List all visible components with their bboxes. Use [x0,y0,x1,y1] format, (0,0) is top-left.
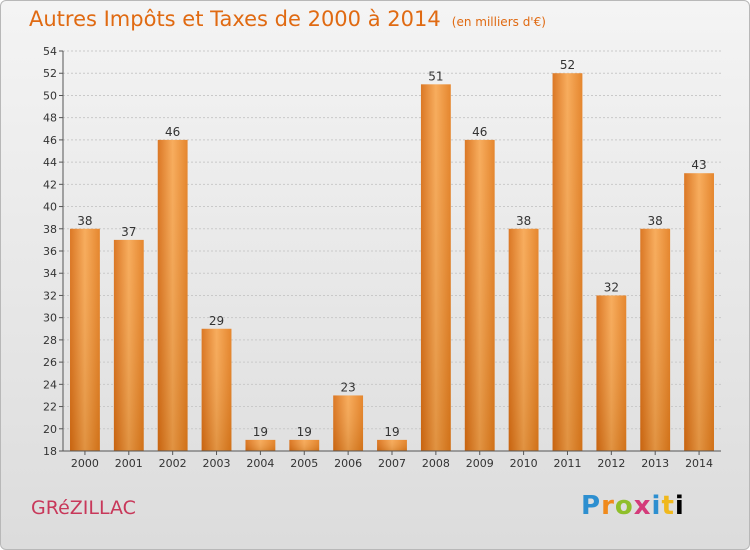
bar-value-label-2003: 29 [209,314,224,328]
bar-value-label-2002: 46 [165,125,180,139]
x-tick-label-2006: 2006 [334,457,362,470]
y-tick-label-30: 30 [43,312,57,325]
bar-value-label-2014: 43 [691,158,706,172]
x-tick-label-2011: 2011 [553,457,581,470]
y-tick-label-34: 34 [43,267,57,280]
bar-value-label-2009: 46 [472,125,487,139]
bar-shade-2001 [113,239,144,451]
x-tick-label-2010: 2010 [510,457,538,470]
bar-value-label-2005: 19 [297,425,312,439]
x-tick-label-2009: 2009 [466,457,494,470]
bar-shade-2013 [640,228,671,451]
x-tick-label-2004: 2004 [246,457,274,470]
bar-shade-2002 [157,139,188,451]
y-tick-label-28: 28 [43,334,57,347]
y-tick-label-52: 52 [43,67,57,80]
bar-shade-2011 [552,73,583,451]
x-tick-label-2000: 2000 [71,457,99,470]
x-tick-label-2005: 2005 [290,457,318,470]
x-tick-label-2001: 2001 [115,457,143,470]
bar-value-label-2004: 19 [253,425,268,439]
bar-value-label-2011: 52 [560,58,575,72]
y-tick-label-42: 42 [43,178,57,191]
y-tick-label-18: 18 [43,445,57,458]
bar-shade-2008 [420,84,451,451]
bar-shade-2004 [245,439,276,451]
bar-shade-2009 [464,139,495,451]
commune-name: GRéZILLAC [31,497,136,519]
bar-shade-2010 [508,228,539,451]
y-tick-label-48: 48 [43,112,57,125]
y-axis-ticks: 18 20 22 24 26 28 30 32 34 36 38 40 42 44 46 48 50 52 54 [43,45,63,458]
y-tick-label-38: 38 [43,223,57,236]
y-tick-label-54: 54 [43,45,57,58]
bar-shade-2005 [289,439,320,451]
y-tick-label-36: 36 [43,245,57,258]
x-tick-label-2007: 2007 [378,457,406,470]
bar-value-label-2008: 51 [428,69,443,83]
bars-group: 38 37 46 29 19 19 23 19 51 46 38 52 32 38 43 [70,58,714,451]
bar-value-label-2001: 37 [121,225,136,239]
bar-value-label-2000: 38 [77,214,92,228]
chart-title: Autres Impôts et Taxes de 2000 à 2014 (e… [29,7,546,31]
y-tick-label-26: 26 [43,356,57,369]
x-axis-ticks: 2000 2001 2002 2003 2004 2005 2006 2007 2008 2009… [71,451,713,470]
y-tick-label-44: 44 [43,156,57,169]
bar-shade-2006 [333,395,364,451]
x-tick-label-2012: 2012 [597,457,625,470]
y-tick-label-20: 20 [43,423,57,436]
bar-shade-2007 [377,439,407,451]
chart-title-main: Autres Impôts et Taxes de 2000 à 2014 [29,7,441,31]
y-tick-label-46: 46 [43,134,57,147]
x-tick-label-2014: 2014 [685,457,713,470]
y-tick-label-40: 40 [43,201,57,214]
bar-value-label-2010: 38 [516,214,531,228]
x-tick-label-2003: 2003 [203,457,231,470]
y-tick-label-22: 22 [43,401,57,414]
chart-unit-note: (en milliers d'€) [451,15,546,29]
bar-value-label-2006: 23 [340,380,355,394]
x-tick-label-2013: 2013 [641,457,669,470]
y-tick-label-50: 50 [43,89,57,102]
bar-shade-2000 [70,228,100,451]
x-tick-label-2008: 2008 [422,457,450,470]
bar-shade-2003 [201,328,232,451]
proxiti-logo: Proxiti [581,491,685,521]
bar-shade-2012 [596,295,627,451]
x-tick-label-2002: 2002 [159,457,187,470]
y-tick-label-32: 32 [43,289,57,302]
bar-shade-2014 [684,173,714,451]
bar-value-label-2007: 19 [384,425,399,439]
bar-value-label-2013: 38 [648,214,663,228]
y-tick-label-24: 24 [43,378,57,391]
bar-value-label-2012: 32 [604,280,619,294]
